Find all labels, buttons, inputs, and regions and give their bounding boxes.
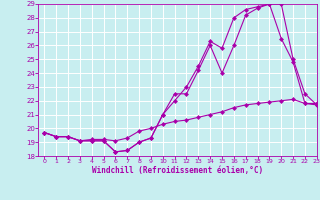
- X-axis label: Windchill (Refroidissement éolien,°C): Windchill (Refroidissement éolien,°C): [92, 166, 263, 175]
